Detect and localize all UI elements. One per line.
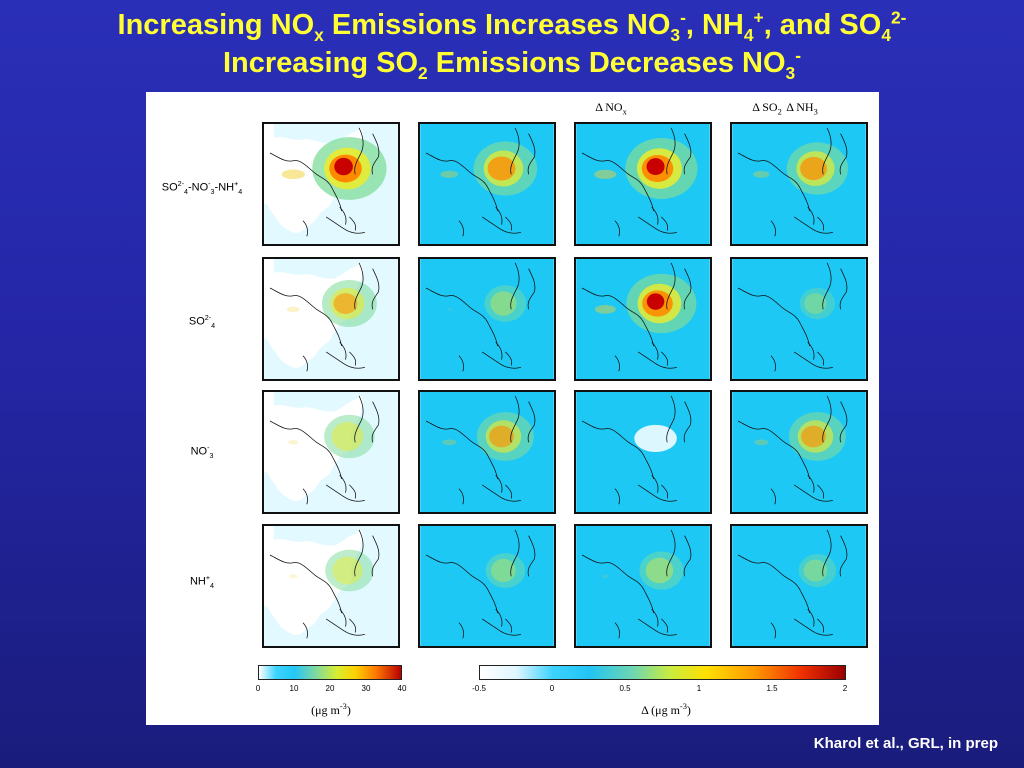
- colorbar-absolute-label: (μg m-3): [311, 702, 351, 717]
- row-label-nh4: NH+4: [189, 574, 215, 590]
- map-panel-graphic: [732, 259, 866, 379]
- column-header-delta-so2: Δ SO2: [752, 100, 782, 117]
- column-header-delta-nh3: Δ NH3: [786, 100, 818, 117]
- map-panel-graphic: [264, 259, 398, 379]
- map-panel: [262, 122, 400, 246]
- map-panel: [730, 390, 868, 514]
- colorbar-delta-tick: 2: [842, 684, 848, 693]
- row-label-total: SO2-4-NO-3-NH+4: [161, 180, 243, 196]
- colorbar-delta: [479, 665, 846, 680]
- map-panel-graphic: [732, 392, 866, 512]
- slide-title: Increasing NOx Emissions Increases NO3-,…: [0, 6, 1024, 82]
- colorbar-delta-tick: 0.5: [619, 684, 631, 693]
- map-panel: [262, 390, 400, 514]
- colorbar-delta-label: Δ (μg m-3): [641, 702, 691, 717]
- map-panel-graphic: [576, 526, 710, 646]
- map-panel: [262, 257, 400, 381]
- map-panel-graphic: [264, 124, 398, 244]
- title-line-2: Increasing SO2 Emissions Decreases NO3-: [222, 45, 801, 83]
- map-panel: [418, 524, 556, 648]
- colorbar-absolute-tick: 30: [361, 684, 371, 693]
- map-panel-graphic: [420, 526, 554, 646]
- map-panel: [574, 122, 712, 246]
- map-panel: [730, 122, 868, 246]
- title-line-1: Increasing NOx Emissions Increases NO3-,…: [117, 7, 907, 45]
- map-panel: [730, 524, 868, 648]
- colorbar-absolute-tick: 0: [255, 684, 261, 693]
- map-panel: [418, 257, 556, 381]
- map-panel-graphic: [420, 124, 554, 244]
- map-panel-graphic: [264, 392, 398, 512]
- map-panel-graphic: [732, 526, 866, 646]
- map-panel-graphic: [420, 392, 554, 512]
- map-panel-graphic: [576, 124, 710, 244]
- map-panel: [574, 390, 712, 514]
- colorbar-delta-tick: 1.5: [766, 684, 778, 693]
- map-panel-graphic: [264, 526, 398, 646]
- column-header-delta-nox: Δ NOx: [595, 100, 627, 117]
- map-panel-graphic: [732, 124, 866, 244]
- colorbar-absolute-tick: 40: [397, 684, 407, 693]
- map-panel: [574, 257, 712, 381]
- colorbar-absolute-tick: 20: [325, 684, 335, 693]
- colorbar-absolute-tick: 10: [289, 684, 299, 693]
- colorbar-delta-tick: 1: [696, 684, 702, 693]
- colorbar-absolute: [258, 665, 402, 680]
- map-panel: [730, 257, 868, 381]
- map-panel-graphic: [420, 259, 554, 379]
- map-panel: [262, 524, 400, 648]
- map-panel: [574, 524, 712, 648]
- row-label-so4: SO2-4: [188, 314, 216, 330]
- row-label-no3: NO-3: [190, 444, 214, 460]
- map-panel-graphic: [576, 259, 710, 379]
- map-panel: [418, 390, 556, 514]
- colorbar-delta-tick: 0: [549, 684, 555, 693]
- map-panel-graphic: [576, 392, 710, 512]
- map-figure: Δ NOx Δ SO2 Δ NH3 SO2-4-NO-3-NH+4 SO2-4 …: [146, 92, 879, 725]
- citation: Kharol et al., GRL, in prep: [813, 735, 998, 752]
- map-panel: [418, 122, 556, 246]
- colorbar-delta-tick: -0.5: [472, 684, 486, 693]
